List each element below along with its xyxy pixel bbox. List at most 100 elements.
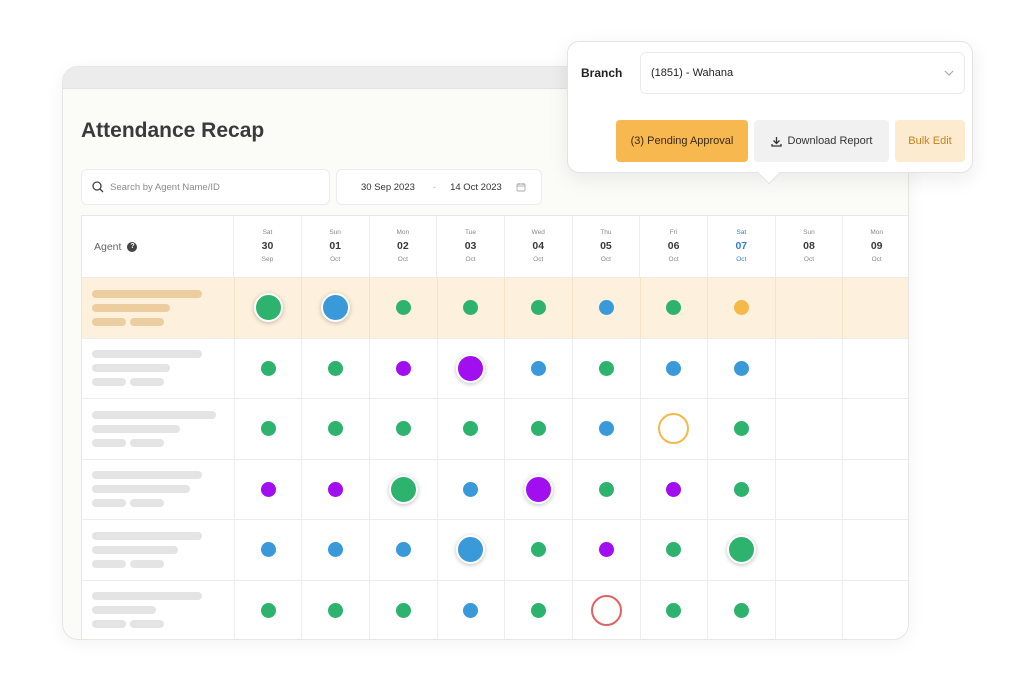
status-dot-blue[interactable] bbox=[531, 360, 547, 376]
search-box[interactable] bbox=[81, 169, 330, 205]
help-icon[interactable]: ? bbox=[127, 241, 138, 252]
table-row[interactable] bbox=[82, 338, 908, 399]
status-dot-purple[interactable] bbox=[395, 360, 411, 376]
status-dot-purple[interactable] bbox=[666, 481, 682, 497]
attendance-cell[interactable] bbox=[504, 520, 572, 580]
attendance-cell[interactable] bbox=[774, 580, 843, 639]
table-row[interactable] bbox=[82, 399, 908, 460]
attendance-cell[interactable] bbox=[436, 399, 505, 459]
attendance-cell[interactable] bbox=[233, 399, 302, 459]
status-dot-green[interactable] bbox=[666, 542, 682, 558]
attendance-cell[interactable] bbox=[639, 520, 708, 580]
status-dot-green[interactable] bbox=[395, 421, 411, 437]
status-dot-green[interactable] bbox=[463, 300, 479, 316]
attendance-cell[interactable] bbox=[842, 459, 908, 519]
attendance-cell[interactable] bbox=[504, 459, 572, 519]
attendance-cell[interactable] bbox=[571, 338, 640, 398]
attendance-cell[interactable] bbox=[436, 459, 505, 519]
attendance-cell[interactable] bbox=[707, 278, 775, 338]
status-dot-orange[interactable] bbox=[658, 413, 690, 445]
attendance-cell[interactable] bbox=[639, 278, 708, 338]
attendance-cell[interactable] bbox=[369, 399, 437, 459]
attendance-cell[interactable] bbox=[369, 580, 437, 639]
attendance-cell[interactable] bbox=[571, 278, 640, 338]
date-range-picker[interactable]: 30 Sep 2023 - 14 Oct 2023 bbox=[336, 169, 542, 205]
table-row[interactable] bbox=[82, 278, 908, 339]
status-dot-green[interactable] bbox=[531, 421, 547, 437]
table-row[interactable] bbox=[82, 459, 908, 520]
status-dot-blue[interactable] bbox=[598, 300, 614, 316]
attendance-cell[interactable] bbox=[301, 459, 369, 519]
status-dot-blue[interactable] bbox=[598, 421, 614, 437]
attendance-cell[interactable] bbox=[774, 459, 843, 519]
status-dot-green[interactable] bbox=[463, 421, 479, 437]
attendance-cell[interactable] bbox=[301, 580, 369, 639]
status-dot-green[interactable] bbox=[388, 474, 418, 504]
attendance-cell[interactable] bbox=[301, 278, 369, 338]
status-dot-green[interactable] bbox=[328, 360, 344, 376]
attendance-cell[interactable] bbox=[233, 338, 302, 398]
attendance-cell[interactable] bbox=[369, 338, 437, 398]
status-dot-green[interactable] bbox=[328, 602, 344, 618]
status-dot-blue[interactable] bbox=[733, 360, 749, 376]
status-dot-blue[interactable] bbox=[463, 602, 479, 618]
attendance-cell[interactable] bbox=[774, 520, 843, 580]
attendance-cell[interactable] bbox=[842, 580, 908, 639]
attendance-cell[interactable] bbox=[774, 278, 843, 338]
status-dot-purple[interactable] bbox=[456, 353, 486, 383]
status-dot-green[interactable] bbox=[531, 602, 547, 618]
status-dot-green[interactable] bbox=[260, 602, 276, 618]
attendance-cell[interactable] bbox=[233, 278, 302, 338]
status-dot-blue[interactable] bbox=[463, 481, 479, 497]
attendance-cell[interactable] bbox=[504, 580, 572, 639]
attendance-cell[interactable] bbox=[639, 399, 708, 459]
status-dot-green[interactable] bbox=[733, 481, 749, 497]
attendance-cell[interactable] bbox=[774, 338, 843, 398]
attendance-cell[interactable] bbox=[233, 520, 302, 580]
download-report-button[interactable]: Download Report bbox=[754, 120, 889, 162]
bulk-edit-button[interactable]: Bulk Edit bbox=[895, 120, 965, 162]
attendance-cell[interactable] bbox=[436, 580, 505, 639]
status-dot-green[interactable] bbox=[726, 535, 756, 565]
attendance-cell[interactable] bbox=[301, 338, 369, 398]
status-dot-green[interactable] bbox=[598, 360, 614, 376]
attendance-cell[interactable] bbox=[436, 338, 505, 398]
attendance-cell[interactable] bbox=[707, 520, 775, 580]
attendance-cell[interactable] bbox=[369, 278, 437, 338]
status-dot-blue[interactable] bbox=[395, 542, 411, 558]
status-dot-green[interactable] bbox=[395, 300, 411, 316]
table-row[interactable] bbox=[82, 520, 908, 581]
attendance-cell[interactable] bbox=[369, 520, 437, 580]
attendance-cell[interactable] bbox=[571, 520, 640, 580]
attendance-cell[interactable] bbox=[774, 399, 843, 459]
status-dot-purple[interactable] bbox=[598, 542, 614, 558]
attendance-cell[interactable] bbox=[639, 338, 708, 398]
attendance-cell[interactable] bbox=[436, 520, 505, 580]
status-dot-green[interactable] bbox=[395, 602, 411, 618]
attendance-cell[interactable] bbox=[369, 459, 437, 519]
status-dot-purple[interactable] bbox=[260, 481, 276, 497]
status-dot-green[interactable] bbox=[260, 421, 276, 437]
attendance-cell[interactable] bbox=[436, 278, 505, 338]
status-dot-purple[interactable] bbox=[328, 481, 344, 497]
attendance-cell[interactable] bbox=[707, 580, 775, 639]
status-dot-blue[interactable] bbox=[321, 293, 351, 323]
search-input[interactable] bbox=[110, 181, 310, 193]
attendance-cell[interactable] bbox=[504, 399, 572, 459]
attendance-cell[interactable] bbox=[571, 399, 640, 459]
status-dot-green[interactable] bbox=[253, 293, 283, 323]
status-dot-green[interactable] bbox=[328, 421, 344, 437]
status-dot-red[interactable] bbox=[590, 594, 622, 626]
attendance-cell[interactable] bbox=[571, 580, 640, 639]
status-dot-green[interactable] bbox=[260, 360, 276, 376]
status-dot-green[interactable] bbox=[733, 421, 749, 437]
attendance-cell[interactable] bbox=[842, 520, 908, 580]
attendance-cell[interactable] bbox=[707, 399, 775, 459]
attendance-cell[interactable] bbox=[842, 338, 908, 398]
attendance-cell[interactable] bbox=[842, 399, 908, 459]
status-dot-green[interactable] bbox=[733, 602, 749, 618]
calendar-icon[interactable] bbox=[516, 182, 526, 192]
attendance-cell[interactable] bbox=[504, 338, 572, 398]
status-dot-green[interactable] bbox=[531, 300, 547, 316]
attendance-cell[interactable] bbox=[233, 459, 302, 519]
